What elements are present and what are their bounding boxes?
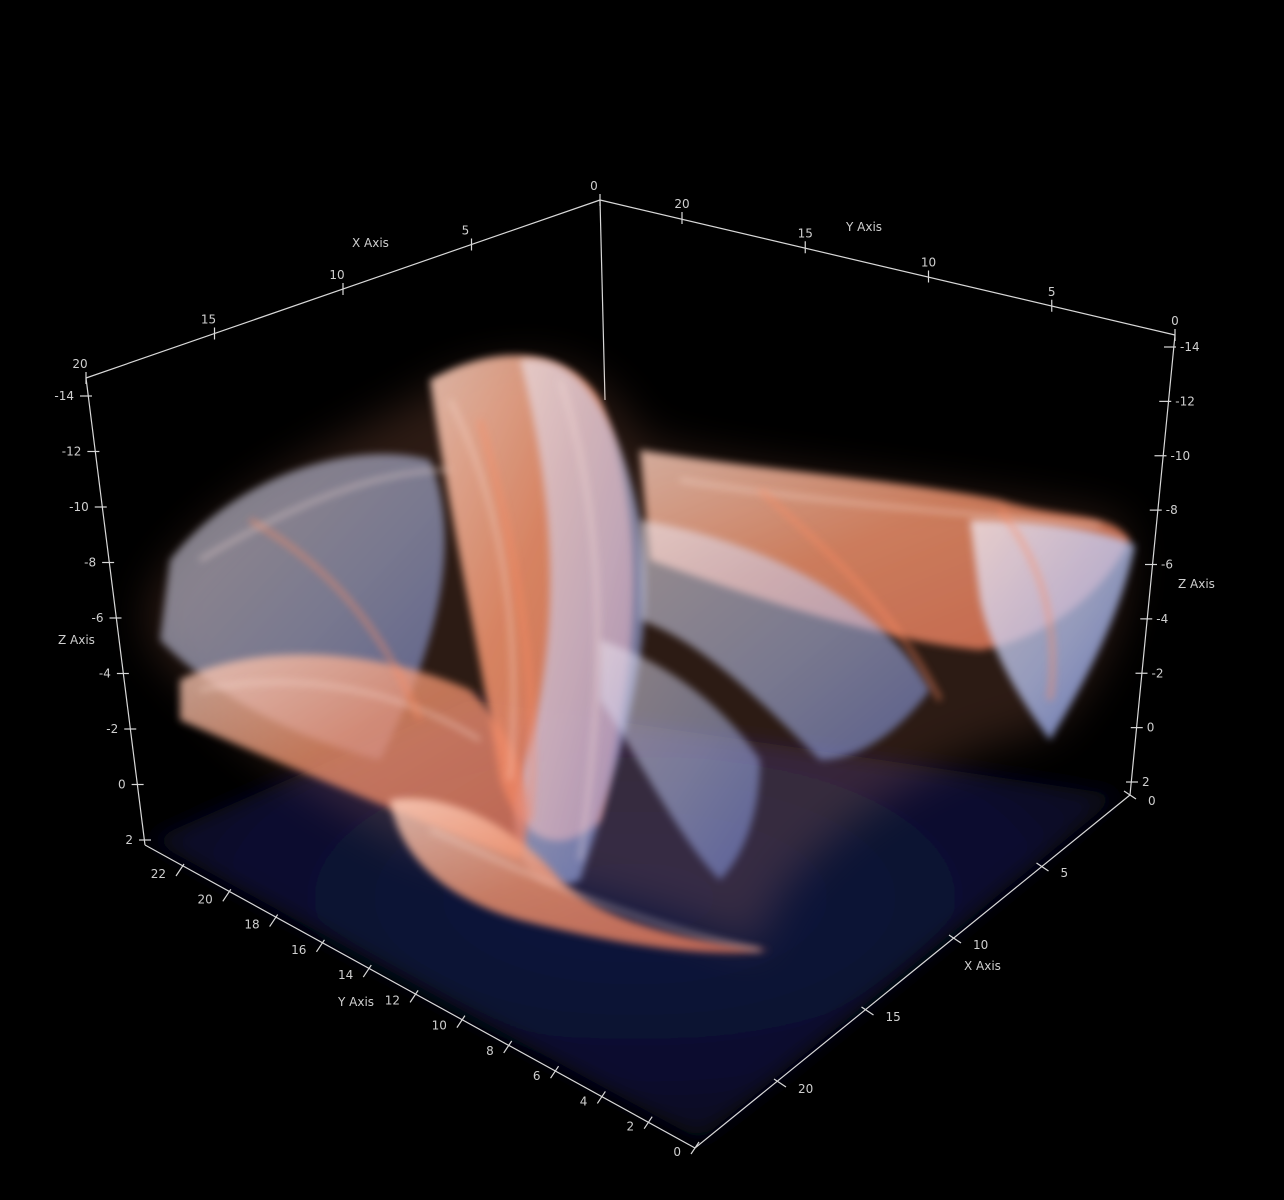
bottom-y-axis-tick-label: 14: [338, 968, 353, 982]
top-x-axis-tick-label: 0: [590, 179, 598, 193]
right-z-axis-tick-label: -2: [1152, 666, 1164, 680]
bottom-x-axis-tick: [773, 1078, 787, 1088]
top-x-axis-tick-label: 5: [462, 224, 470, 238]
bottom-y-axis-tick: [222, 888, 232, 902]
bottom-y-axis-tick-label: 22: [151, 867, 166, 881]
left-z-axis-tick-label: 2: [125, 833, 133, 847]
bottom-x-axis-tick-label: 10: [973, 938, 988, 952]
bottom-x-axis-tick-label: 15: [886, 1010, 901, 1024]
bottom-x-axis-tick-label: 20: [798, 1082, 813, 1096]
bottom-y-axis-tick: [269, 914, 279, 927]
bottom-y-axis-tick-label: 18: [244, 918, 259, 932]
bottom-y-axis-tick-label: 0: [673, 1145, 681, 1159]
back-axes: [85, 199, 1176, 401]
bottom-y-axis-tick: [456, 1015, 466, 1028]
top-x-axis-tick-label: 10: [329, 268, 344, 282]
bottom-y-axis-tick-label: 16: [291, 943, 306, 957]
bottom-y-axis-tick: [409, 990, 419, 1003]
left-z-axis-tick-label: -12: [62, 445, 82, 459]
bottom-y-axis-tick-label: 10: [432, 1019, 447, 1033]
bottom-x-axis-tick: [861, 1006, 874, 1016]
top-x-axis-tick-label: 15: [201, 313, 216, 327]
bottom-x-axis-tick-label: 0: [1148, 794, 1156, 808]
bottom-y-axis-tick-label: 6: [533, 1069, 541, 1083]
bottom-y-axis-title: Y Axis: [337, 995, 374, 1009]
right-z-axis-tick-label: -4: [1156, 612, 1168, 626]
volume-rendering: [150, 355, 1135, 953]
bottom-y-axis-tick: [643, 1116, 653, 1130]
left-z-axis-tick-label: -6: [92, 611, 104, 625]
left-z-axis-tick-label: 0: [118, 778, 126, 792]
right-z-axis-title: Z Axis: [1178, 577, 1215, 591]
right-z-axis-tick-label: 0: [1147, 721, 1155, 735]
top-y-axis-tick-label: 10: [921, 256, 936, 270]
right-z-axis-tick-label: 2: [1142, 775, 1150, 789]
bottom-y-axis-tick-label: 4: [580, 1094, 588, 1108]
bottom-y-axis-tick-label: 12: [385, 993, 400, 1007]
left-z-axis-tick-label: -8: [84, 556, 96, 570]
bottom-x-axis-tick: [948, 934, 962, 944]
bottom-y-axis-tick-label: 8: [486, 1044, 494, 1058]
bottom-y-axis-tick: [596, 1091, 606, 1104]
top-y-axis-title: Y Axis: [845, 220, 882, 234]
bottom-x-axis-tick: [1123, 790, 1137, 800]
right-z-axis-tick-label: -10: [1171, 449, 1191, 463]
bottom-y-axis-tick: [175, 863, 185, 877]
top-y-axis-tick-label: 15: [798, 226, 813, 240]
right-z-axis-tick-label: -14: [1180, 340, 1200, 354]
left-z-axis-title: Z Axis: [58, 633, 95, 647]
top-y-axis-tick-label: 5: [1048, 285, 1056, 299]
bottom-y-axis-tick: [362, 964, 372, 978]
bottom-x-axis-tick: [1036, 862, 1049, 872]
left-z-axis-tick-label: -14: [54, 389, 74, 403]
right-z-axis-tick-label: -6: [1161, 558, 1173, 572]
bottom-x-axis-title: X Axis: [964, 959, 1001, 973]
right-z-axis-tick-label: -8: [1166, 503, 1178, 517]
left-z-axis-tick-label: -2: [106, 722, 118, 736]
left-z-axis-tick-label: -4: [99, 667, 111, 681]
top-y-axis-tick-label: 20: [674, 197, 689, 211]
left-z-axis-tick-label: -10: [69, 500, 89, 514]
top-y-axis-tick-label: 0: [1171, 314, 1179, 328]
bottom-y-axis-tick-label: 20: [198, 892, 213, 906]
right-z-axis-tick-label: -12: [1175, 394, 1195, 408]
bottom-y-axis-tick: [690, 1141, 700, 1155]
top-x-axis-title: X Axis: [352, 236, 389, 250]
bottom-y-axis-tick: [550, 1065, 560, 1079]
bottom-y-axis-tick: [503, 1040, 513, 1054]
bottom-y-axis-tick-label: 2: [627, 1120, 635, 1134]
bottom-x-axis-tick-label: 5: [1061, 866, 1069, 880]
bottom-y-axis-tick: [315, 939, 325, 953]
top-x-axis-tick-label: 20: [72, 357, 87, 371]
